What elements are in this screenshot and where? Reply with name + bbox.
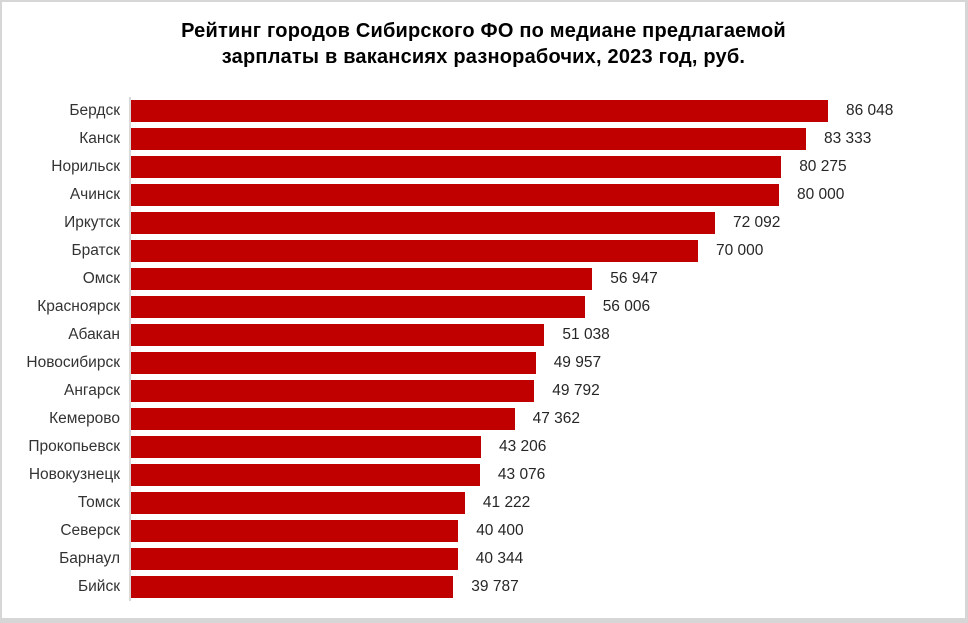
bar	[131, 100, 828, 122]
bar-track: 41 222	[129, 489, 965, 517]
value-label: 51 038	[562, 326, 610, 343]
value-label: 72 092	[733, 214, 781, 231]
bar-row: Бийск 39 787	[2, 573, 965, 601]
category-label: Кемерово	[49, 410, 120, 427]
bar-row: Омск 56 947	[2, 265, 965, 293]
category-label: Прокопьевск	[28, 438, 120, 455]
bar-track: 49 792	[129, 377, 965, 405]
bar-track: 39 787	[129, 573, 965, 601]
bar-track: 40 400	[129, 517, 965, 545]
value-label: 41 222	[482, 494, 531, 511]
category-label: Новокузнецк	[28, 466, 120, 483]
bar-track: 86 048	[129, 97, 965, 125]
value-label: 43 206	[499, 438, 547, 455]
bar	[131, 492, 465, 514]
bar-row: Абакан 51 038	[2, 321, 965, 349]
bar-row: Ачинск 80 000	[2, 181, 965, 209]
bar	[131, 240, 698, 262]
bar-track: 80 000	[129, 181, 965, 209]
bar-row: Кемерово 47 362	[2, 405, 965, 433]
category-label: Барнаул	[59, 550, 120, 567]
bar-track: 43 076	[129, 461, 965, 489]
bar	[131, 156, 782, 178]
bar	[131, 408, 515, 430]
bar-track: 56 006	[129, 293, 965, 321]
bar-row: Норильск 80 275	[2, 153, 965, 181]
bar	[131, 436, 481, 458]
value-label: 80 275	[799, 158, 847, 175]
bar-track: 43 206	[129, 433, 965, 461]
value-label: 47 362	[532, 410, 581, 427]
category-label: Ачинск	[69, 186, 120, 203]
bar-row: Ангарск 49 792	[2, 377, 965, 405]
bar-row: Северск 40 400	[2, 517, 965, 545]
bar	[131, 212, 715, 234]
bar	[131, 296, 585, 318]
bar	[131, 548, 458, 570]
bar-track: 51 038	[129, 321, 965, 349]
bar	[131, 128, 806, 150]
category-label: Бийск	[77, 578, 120, 595]
value-label: 40 400	[476, 522, 524, 539]
bar	[131, 520, 459, 542]
bar-track: 72 092	[129, 209, 965, 237]
bar-track: 49 957	[129, 349, 965, 377]
bar	[131, 464, 480, 486]
bar-row: Иркутск 72 092	[2, 209, 965, 237]
category-label: Абакан	[68, 326, 120, 343]
bar-track: 40 344	[129, 545, 965, 573]
category-label: Томск	[77, 494, 120, 511]
value-label: 40 344	[475, 550, 524, 567]
bar	[131, 184, 779, 206]
category-label: Северск	[60, 522, 120, 539]
value-label: 86 048	[846, 102, 894, 119]
bar-track: 56 947	[129, 265, 965, 293]
bar-row: Прокопьевск 43 206	[2, 433, 965, 461]
category-label: Ангарск	[64, 382, 120, 399]
value-label: 56 947	[610, 270, 658, 287]
bar-track: 70 000	[129, 237, 965, 265]
bar-row: Братск 70 000	[2, 237, 965, 265]
bar	[131, 268, 593, 290]
bar	[131, 576, 454, 598]
bar-track: 83 333	[129, 125, 965, 153]
value-label: 70 000	[716, 242, 764, 259]
value-label: 43 076	[497, 466, 546, 483]
category-label: Братск	[71, 242, 120, 259]
bar-row: Барнаул 40 344	[2, 545, 965, 573]
bar-chart-plot-area: Бердск 86 048 Канск 83 333 Норильск 80 275 Ачи…	[2, 97, 965, 601]
value-label: 39 787	[471, 578, 519, 595]
bar	[131, 324, 545, 346]
bar-row: Бердск 86 048	[2, 97, 965, 125]
bar-row: Красноярск 56 006	[2, 293, 965, 321]
bar-row: Томск 41 222	[2, 489, 965, 517]
value-label: 80 000	[797, 186, 845, 203]
value-label: 83 333	[824, 130, 872, 147]
category-label: Иркутск	[64, 214, 120, 231]
bar-track: 80 275	[129, 153, 965, 181]
bar-track: 47 362	[129, 405, 965, 433]
bar	[131, 380, 535, 402]
bar-row: Канск 83 333	[2, 125, 965, 153]
category-label: Канск	[79, 130, 120, 147]
chart-title: Рейтинг городов Сибирского ФО по медиане…	[2, 18, 965, 70]
category-label: Омск	[82, 270, 120, 287]
bar-row: Новокузнецк 43 076	[2, 461, 965, 489]
bar-row: Новосибирск 49 957	[2, 349, 965, 377]
category-label: Бердск	[69, 102, 120, 119]
chart-title-line-1: Рейтинг городов Сибирского ФО по медиане…	[181, 20, 786, 42]
category-label: Красноярск	[37, 298, 120, 315]
chart-title-line-2: зарплаты в вакансиях разнорабочих, 2023 …	[221, 46, 746, 68]
bar	[131, 352, 536, 374]
value-label: 49 792	[552, 382, 600, 399]
category-label: Норильск	[51, 158, 120, 175]
value-label: 49 957	[553, 354, 602, 371]
value-label: 56 006	[602, 298, 651, 315]
category-label: Новосибирск	[26, 354, 120, 371]
